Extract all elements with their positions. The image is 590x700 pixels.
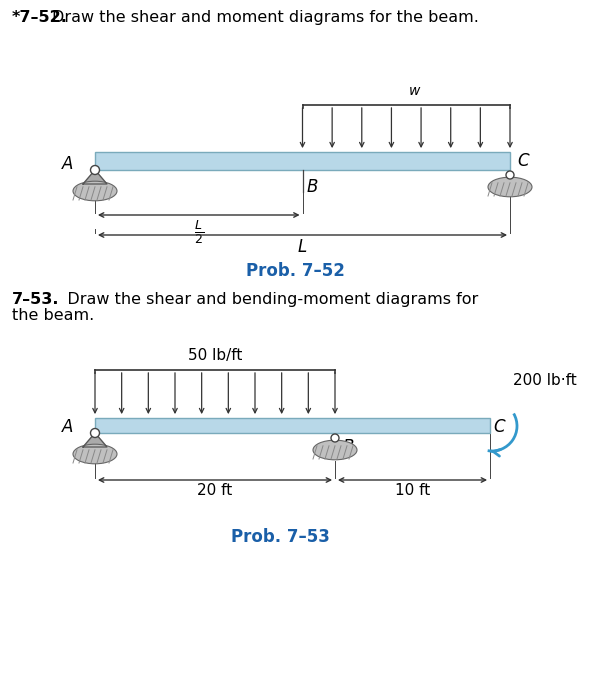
Circle shape <box>90 428 100 438</box>
Text: 200 lb·ft: 200 lb·ft <box>513 373 577 388</box>
Circle shape <box>506 171 514 179</box>
Text: $L$: $L$ <box>297 238 307 256</box>
Text: $\frac{L}{2}$: $\frac{L}{2}$ <box>194 218 204 246</box>
Ellipse shape <box>488 177 532 197</box>
Text: A: A <box>61 418 73 436</box>
Text: Prob. 7–53: Prob. 7–53 <box>231 528 329 546</box>
Circle shape <box>90 165 100 174</box>
Circle shape <box>331 434 339 442</box>
Ellipse shape <box>73 181 117 201</box>
Text: Draw the shear and moment diagrams for the beam.: Draw the shear and moment diagrams for t… <box>52 10 479 25</box>
Text: 50 lb/ft: 50 lb/ft <box>188 348 242 363</box>
Text: 20 ft: 20 ft <box>198 483 232 498</box>
Ellipse shape <box>313 440 357 460</box>
Text: A: A <box>61 155 73 173</box>
Text: w: w <box>408 84 420 98</box>
Bar <box>95 418 490 433</box>
Text: B: B <box>343 438 355 456</box>
Text: Prob. 7–52: Prob. 7–52 <box>245 262 345 280</box>
Text: Draw the shear and bending-moment diagrams for: Draw the shear and bending-moment diagra… <box>52 292 478 307</box>
Bar <box>95 152 510 170</box>
Polygon shape <box>83 170 107 184</box>
Text: C: C <box>517 152 529 170</box>
Text: B: B <box>306 178 318 196</box>
Text: 7–53.: 7–53. <box>12 292 60 307</box>
Text: *7–52.: *7–52. <box>12 10 68 25</box>
Ellipse shape <box>73 444 117 464</box>
Text: the beam.: the beam. <box>12 308 94 323</box>
Text: C: C <box>493 418 504 436</box>
Polygon shape <box>83 433 107 447</box>
Text: 10 ft: 10 ft <box>395 483 430 498</box>
